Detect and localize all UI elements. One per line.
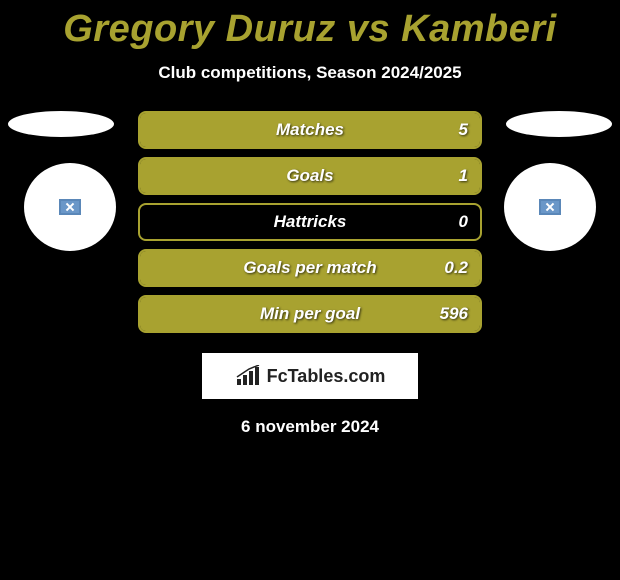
page-subtitle: Club competitions, Season 2024/2025 <box>0 63 620 83</box>
stat-value: 596 <box>440 304 468 324</box>
stats-list: Matches 5 Goals 1 Hattricks 0 Goals per … <box>138 111 482 341</box>
stat-row: Goals per match 0.2 <box>138 249 482 287</box>
player-right-ellipse <box>506 111 612 137</box>
stat-row: Goals 1 <box>138 157 482 195</box>
stat-row: Matches 5 <box>138 111 482 149</box>
player-right-avatar <box>504 163 596 251</box>
page-title: Gregory Duruz vs Kamberi <box>0 0 620 51</box>
stat-row: Min per goal 596 <box>138 295 482 333</box>
date-text: 6 november 2024 <box>0 417 620 437</box>
stat-value: 0.2 <box>444 258 468 278</box>
stat-label: Hattricks <box>140 212 480 232</box>
stat-row: Hattricks 0 <box>138 203 482 241</box>
comparison-area: Matches 5 Goals 1 Hattricks 0 Goals per … <box>0 111 620 341</box>
stat-label: Matches <box>140 120 480 140</box>
stat-label: Goals per match <box>140 258 480 278</box>
stat-label: Min per goal <box>140 304 480 324</box>
player-left-ellipse <box>8 111 114 137</box>
image-placeholder-icon <box>59 199 81 215</box>
stat-value: 0 <box>459 212 468 232</box>
stat-value: 5 <box>459 120 468 140</box>
stat-value: 1 <box>459 166 468 186</box>
bar-chart-icon <box>235 365 263 387</box>
image-placeholder-icon <box>539 199 561 215</box>
player-left-avatar <box>24 163 116 251</box>
stat-label: Goals <box>140 166 480 186</box>
brand-text: FcTables.com <box>267 366 386 387</box>
brand-badge[interactable]: FcTables.com <box>202 353 418 399</box>
